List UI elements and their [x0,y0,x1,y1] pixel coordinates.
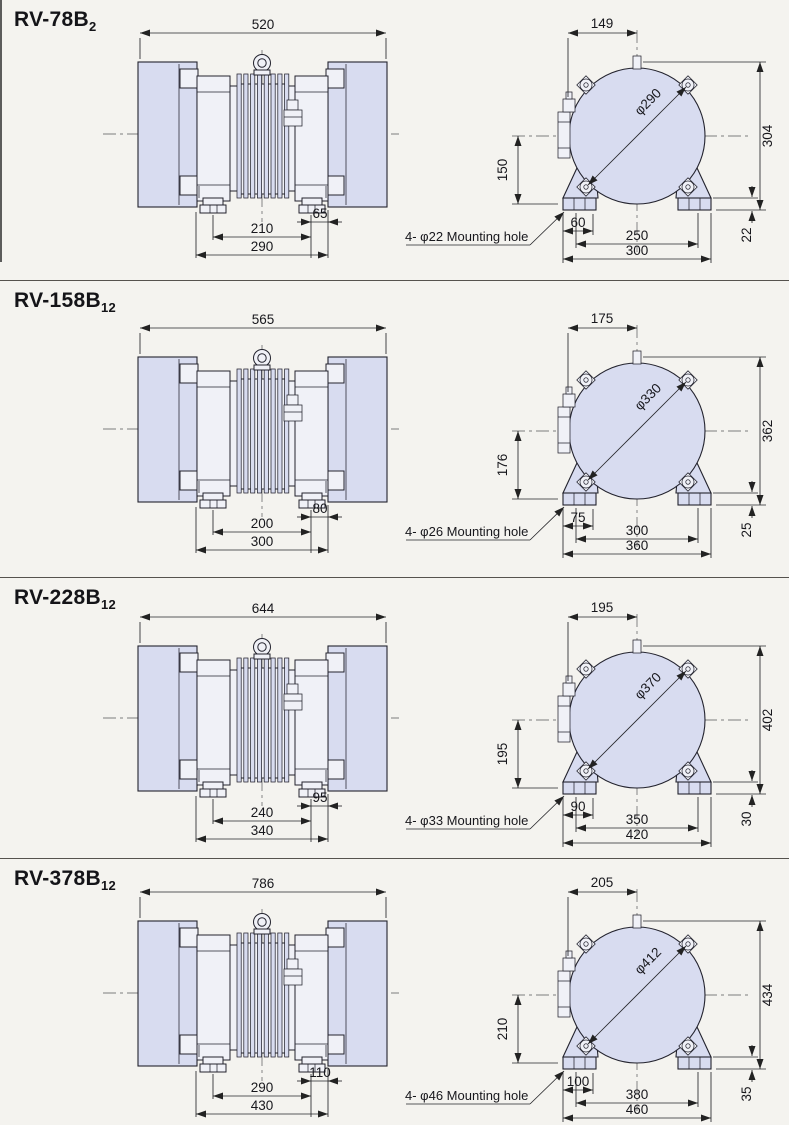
dim-center-to-flange: 175 [591,311,614,326]
dim-foot-offset: 65 [312,206,327,221]
end-view-drawing: 149 φ290 304 150 22 60 250 300 4- φ22 Mo… [405,16,775,266]
drawing-pair: 520 65 210 290 149 φ290 304 150 22 60 25… [0,0,789,266]
model-section-rv-228b12: RV-228B12 644 95 240 340 195 φ370 402 19… [0,577,789,858]
mounting-hole-note: 4- φ46 Mounting hole [405,1088,528,1103]
drawing-pair: 644 95 240 340 195 φ370 402 195 30 90 35… [0,584,789,850]
drawing-pair: 786 110 290 430 205 φ412 434 210 35 100 … [0,859,789,1125]
dim-overall-width: 565 [252,312,275,327]
dim-center-to-flange: 149 [591,16,614,31]
dim-pad-height: 25 [739,522,754,537]
dim-hole-offset: 60 [570,215,585,230]
model-pole-subscript: 12 [100,300,116,316]
dim-base-width: 420 [626,827,649,842]
dim-foot-offset: 80 [312,501,327,516]
model-name: RV-228B [14,586,101,609]
mounting-hole-note: 4- φ26 Mounting hole [405,524,528,539]
model-title: RV-78B2 [14,8,96,34]
model-title: RV-378B12 [14,867,116,893]
dim-center-to-flange: 195 [591,600,614,615]
dim-overall-height: 362 [760,420,775,443]
end-view-drawing: 195 φ370 402 195 30 90 350 420 4- φ33 Mo… [405,600,775,850]
dim-base-length: 300 [251,534,274,549]
dim-foot-offset: 110 [309,1065,331,1080]
dim-pad-height: 30 [739,811,754,826]
mounting-hole-note: 4- φ33 Mounting hole [405,813,528,828]
model-title: RV-158B12 [14,289,116,315]
end-view-drawing: 205 φ412 434 210 35 100 380 460 4- φ46 M… [405,875,775,1125]
dim-pad-height: 22 [739,227,754,242]
dim-overall-height: 402 [760,709,775,732]
dim-base-length: 340 [251,823,274,838]
dim-hole-offset: 75 [570,510,585,525]
model-section-rv-378b12: RV-378B12 786 110 290 430 205 φ412 434 2… [0,858,789,1124]
side-view-drawing: 786 110 290 430 [0,876,400,1125]
dim-base-width: 460 [626,1102,649,1117]
model-pole-subscript: 12 [100,597,116,613]
dim-center-height: 150 [495,159,510,182]
side-view-drawing: 565 80 200 300 [0,312,400,561]
mounting-hole-note: 4- φ22 Mounting hole [405,229,528,244]
dim-base-length: 430 [251,1098,274,1113]
model-name: RV-158B [14,289,101,312]
model-pole-subscript: 12 [100,878,116,894]
dim-base-length: 290 [251,239,274,254]
dim-base-width: 300 [626,243,649,258]
dim-hole-offset: 100 [567,1074,590,1089]
dim-weight-center-distance: 210 [251,221,274,236]
dim-base-width: 360 [626,538,649,553]
side-view-drawing: 644 95 240 340 [0,601,400,850]
dim-overall-height: 434 [760,983,775,1006]
model-pole-subscript: 2 [88,19,97,35]
dim-pad-height: 35 [739,1086,754,1101]
dim-center-height: 176 [495,454,510,477]
dim-overall-width: 644 [252,601,275,616]
dim-center-height: 195 [495,743,510,766]
dim-center-to-flange: 205 [591,875,614,890]
dim-weight-center-distance: 240 [251,805,274,820]
dim-weight-center-distance: 200 [251,516,274,531]
drawing-pair: 565 80 200 300 175 φ330 362 176 25 75 30… [0,295,789,561]
scan-edge-artifact [0,0,2,262]
dim-center-height: 210 [495,1018,510,1041]
model-section-rv-158b12: RV-158B12 565 80 200 300 175 φ330 362 17… [0,280,789,577]
dim-hole-pitch: 300 [626,523,649,538]
model-section-rv-78b2: RV-78B2 520 65 210 290 149 φ290 304 150 … [0,0,789,280]
model-name: RV-378B [14,867,101,890]
dim-foot-offset: 95 [312,790,327,805]
dim-overall-width: 786 [252,876,275,891]
dim-hole-pitch: 350 [626,812,649,827]
dim-hole-pitch: 250 [626,228,649,243]
end-view-drawing: 175 φ330 362 176 25 75 300 360 4- φ26 Mo… [405,311,775,561]
side-view-drawing: 520 65 210 290 [0,17,400,266]
dim-overall-height: 304 [760,124,775,147]
model-name: RV-78B [14,8,89,31]
dim-weight-center-distance: 290 [251,1080,274,1095]
dim-hole-pitch: 380 [626,1087,649,1102]
dim-overall-width: 520 [252,17,275,32]
model-title: RV-228B12 [14,586,116,612]
dim-hole-offset: 90 [570,799,585,814]
